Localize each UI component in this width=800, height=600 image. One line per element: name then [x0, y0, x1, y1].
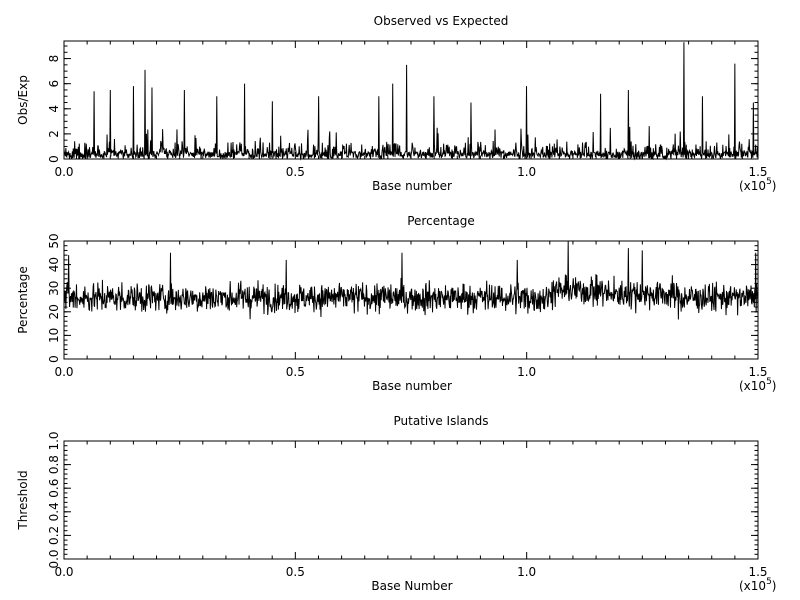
y-tick-label: 10 — [47, 328, 61, 343]
x-tick-label: 0.0 — [54, 165, 73, 179]
panel-3: Putative Islands 0.0 0.5 1.0 1.5 0.0 0.2 0.4 0.6… — [16, 414, 776, 593]
y-tick-label: 20 — [47, 304, 61, 319]
chart-title: Observed vs Expected — [374, 14, 509, 28]
x-tick-label: 1.5 — [748, 165, 767, 179]
y-tick-label: 0 — [47, 355, 61, 363]
x-tick-label: 0.5 — [286, 565, 305, 579]
y-axis-label: Percentage — [16, 266, 30, 334]
y-tick-label: 4 — [47, 105, 61, 113]
series-trace — [63, 240, 759, 320]
x-multiplier-label: (x105) — [739, 377, 776, 393]
x-tick-label: 1.5 — [748, 565, 767, 579]
y-axis-label: Threshold — [16, 470, 30, 530]
x-tick-label: 0.0 — [54, 565, 73, 579]
x-multiplier-label: (x105) — [739, 177, 776, 193]
y-tick-label: 6 — [47, 80, 61, 88]
y-tick-label: 2 — [47, 130, 61, 138]
x-tick-label: 0.5 — [286, 365, 305, 379]
x-axis-label: Base number — [372, 179, 452, 193]
x-tick-label: 1.0 — [517, 565, 536, 579]
y-tick-label: 0 — [47, 155, 61, 163]
panel-2: Percentage 0.0 0.5 1.0 1.5 0 10 20 30 40 50 Base nu… — [16, 214, 776, 393]
y-tick-label: 30 — [47, 281, 61, 296]
y-axis-label: Obs/Exp — [16, 75, 30, 125]
y-tick-label: 1.0 — [47, 431, 61, 450]
y-tick-label: 50 — [47, 233, 61, 248]
plot-frame — [63, 440, 759, 560]
chart-title: Percentage — [407, 214, 475, 228]
y-tick-label: 8 — [47, 55, 61, 63]
y-tick-label: 0.6 — [47, 479, 61, 498]
chart-title: Putative Islands — [394, 414, 489, 428]
x-tick-label: 0.5 — [286, 165, 305, 179]
x-tick-label: 0.0 — [54, 365, 73, 379]
x-multiplier-label: (x105) — [739, 577, 776, 593]
y-tick-label: 40 — [47, 257, 61, 272]
series-trace — [63, 42, 759, 161]
x-axis-label: Base number — [372, 379, 452, 393]
y-tick-label: 0.8 — [47, 455, 61, 474]
y-tick-label: 0.4 — [47, 502, 61, 521]
y-tick-label: 0.0 — [47, 549, 61, 568]
panel-1: Observed vs Expected 0.0 0.5 1.0 1.5 0 2 4 6 8 Bas… — [16, 14, 776, 193]
plot-frame — [63, 40, 759, 160]
x-tick-label: 1.0 — [517, 165, 536, 179]
x-axis-label: Base Number — [371, 579, 452, 593]
x-tick-label: 1.5 — [748, 365, 767, 379]
y-tick-label: 0.2 — [47, 526, 61, 545]
x-tick-label: 1.0 — [517, 365, 536, 379]
